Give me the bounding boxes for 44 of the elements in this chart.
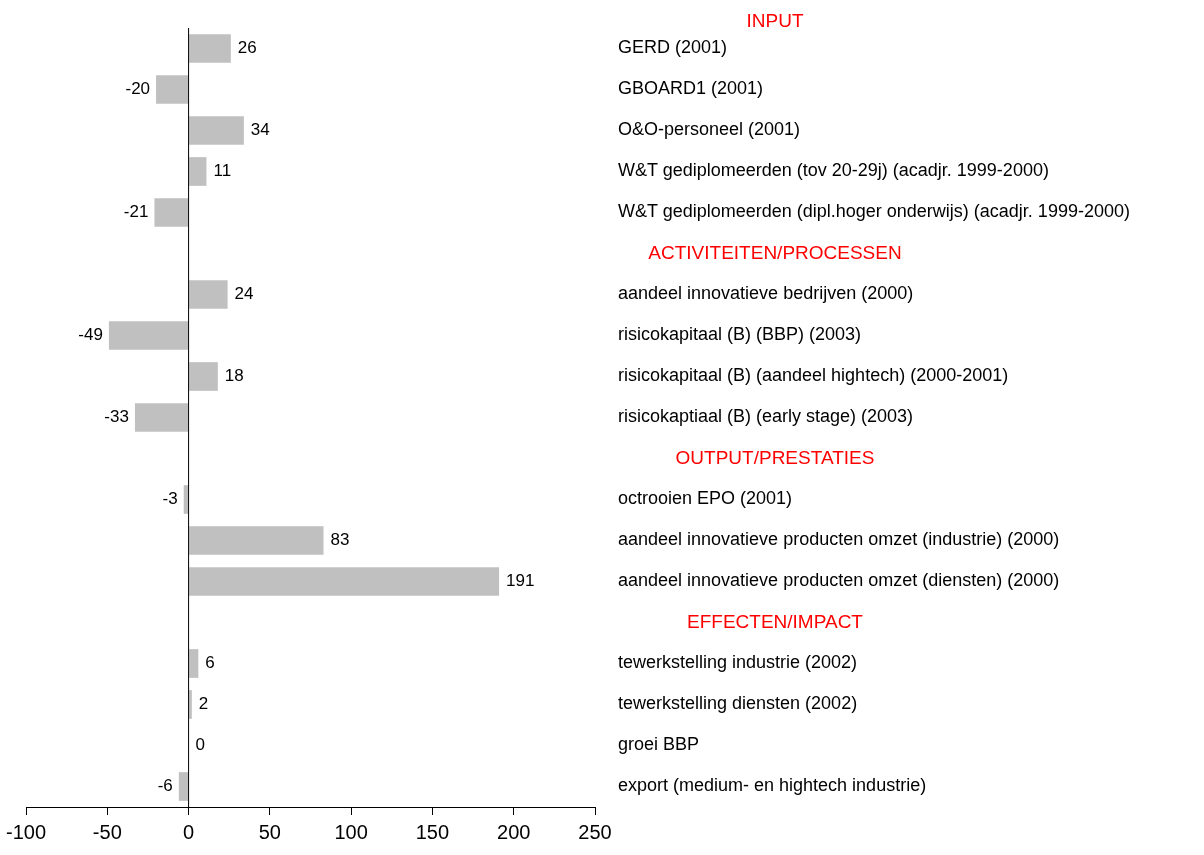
data-label: 0 [195, 735, 206, 755]
x-tick-label: 0 [183, 820, 195, 843]
data-label: 191 [506, 571, 535, 591]
data-label: 34 [250, 120, 270, 140]
data-label: -20 [125, 79, 151, 99]
text: EFFECTEN/IMPACT [687, 610, 864, 632]
y-tick-label: W&T gediplomeerden (tov 20-29j) (acadjr. 1999-2000) [618, 160, 1049, 181]
data-label: 11 [213, 161, 232, 181]
y-tick-label: tewerkstelling diensten (2002) [618, 693, 858, 714]
y-tick-label: groei BBP [618, 734, 700, 755]
data-label: 24 [234, 284, 254, 304]
data-label: 18 [224, 366, 244, 386]
y-tick-label: aandeel innovatieve producten omzet (diensten) (2000) [618, 570, 1060, 591]
x-tick-label: 200 [497, 820, 531, 843]
data-label: 2 [198, 694, 209, 714]
data-label: -6 [157, 776, 173, 796]
y-tick-label: tewerkstelling industrie (2002) [618, 652, 858, 673]
y-tick-label: risicokapitaal (B) (BBP) (2003) [618, 324, 862, 345]
x-tick-label: 250 [578, 820, 612, 843]
text: INPUT [746, 10, 804, 32]
y-tick-label: GERD (2001) [618, 37, 728, 58]
y-tick-label: aandeel innovatieve producten omzet (industrie) (2000) [618, 529, 1060, 550]
data-label: -21 [123, 202, 149, 222]
y-tick-label: risicokapitaal (B) (aandeel hightech) (2000-2001) [618, 365, 1009, 386]
y-tick-label: GBOARD1 (2001) [618, 78, 764, 99]
y-tick-label: risicokaptiaal (B) (early stage) (2003) [618, 406, 914, 427]
data-label: 6 [205, 653, 215, 673]
y-tick-label: O&O-personeel (2001) [618, 119, 801, 140]
data-label: 83 [330, 530, 350, 550]
data-label: -3 [162, 489, 178, 509]
x-tick-label: 150 [415, 820, 450, 843]
y-tick-label: octrooien EPO (2001) [618, 488, 793, 509]
x-tick-label: -100 [6, 820, 47, 843]
text: ACTIVITEITEN/PROCESSEN [648, 241, 902, 263]
y-tick-label: W&T gediplomeerden (dipl.hoger onderwijs) (acadjr. 1999-2000) [618, 201, 1130, 222]
y-tick-label: export (medium- en hightech industrie) [618, 775, 927, 796]
x-tick-label: -50 [92, 820, 122, 843]
data-label: -33 [104, 407, 129, 427]
data-label: -49 [78, 325, 103, 345]
y-tick-label: aandeel innovatieve bedrijven (2000) [618, 283, 914, 304]
data-label: 26 [237, 38, 257, 58]
x-tick-label: 50 [258, 820, 281, 843]
text: OUTPUT/PRESTATIES [675, 446, 875, 468]
x-tick-label: 100 [334, 820, 368, 843]
